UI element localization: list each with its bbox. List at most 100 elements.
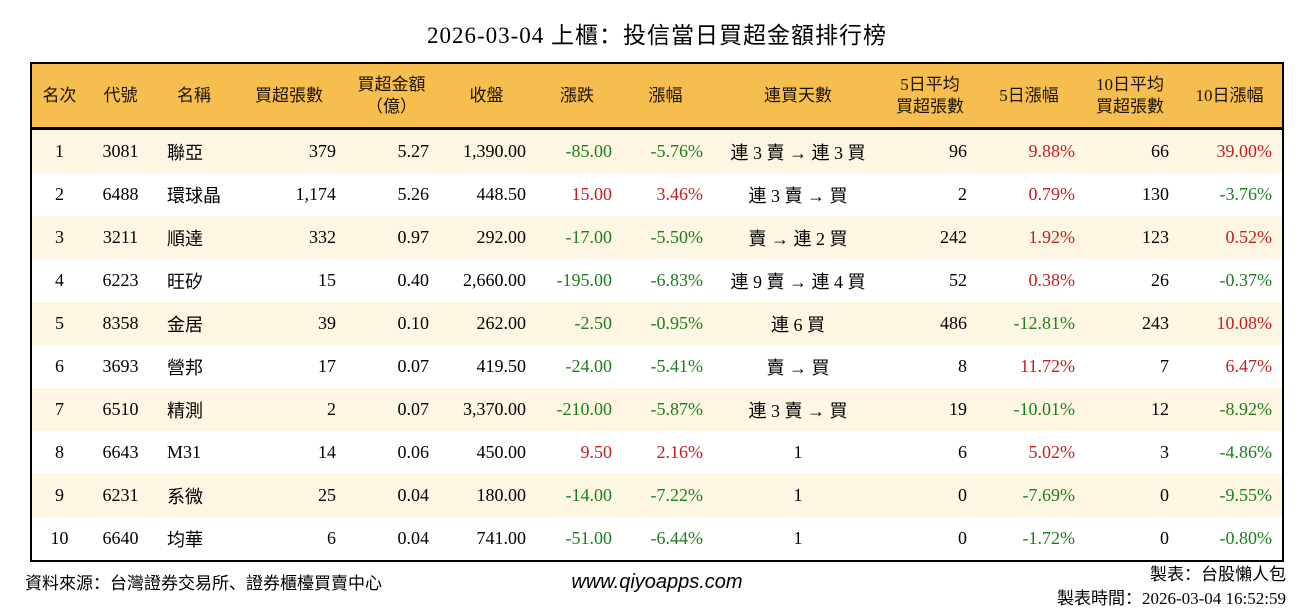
cell-avg5-volume: 6 (958, 442, 967, 462)
table-row: 4 6223 旺矽 15 0.40 2,660.00 -195.00 -6.83% 連 9 賣 … (31, 259, 1283, 302)
cell-name: 金居 (154, 302, 234, 345)
col-header-avg10-volume: 10日平均 買超張數 (1083, 63, 1177, 130)
cell-buy-streak: 賣 → 連 2 買 (711, 216, 885, 259)
cell-pct10: 39.00% (1177, 128, 1283, 173)
cell-name: 聯亞 (154, 128, 234, 173)
cell-pct10: -9.55% (1177, 474, 1283, 517)
table-row: 2 6488 環球晶 1,174 5.26 448.50 15.00 3.46% 連 3 賣 →… (31, 173, 1283, 216)
cell-pct5: 1.92% (975, 216, 1083, 259)
header-row: 名次 代號 名稱 買超張數 買超金額 （億） 收盤 漲跌 漲幅 連買天數 5日平… (31, 63, 1283, 130)
cell-change: -17.00 (534, 216, 620, 259)
cell-name: 旺矽 (167, 271, 203, 292)
cell-close: 450.00 (476, 442, 527, 462)
cell-net-buy-volume: 1,174 (295, 184, 337, 204)
cell-close: 292.00 (439, 216, 534, 259)
col-header-change: 漲跌 (534, 63, 620, 130)
cell-net-buy-volume: 25 (234, 474, 344, 517)
cell-pct5: 5.02% (1028, 442, 1076, 462)
col-header-name: 名稱 (154, 63, 234, 130)
cell-close: 180.00 (439, 474, 534, 517)
cell-avg10-volume: 66 (1083, 128, 1177, 173)
cell-change: -14.00 (534, 474, 620, 517)
cell-net-buy-amount: 0.40 (397, 270, 430, 290)
cell-net-buy-volume: 17 (318, 356, 336, 376)
cell-avg5-volume: 96 (885, 128, 975, 173)
cell-change: 15.00 (571, 184, 613, 204)
cell-change-pct: -0.95% (620, 302, 711, 345)
cell-net-buy-volume: 379 (234, 128, 344, 173)
col-header-close: 收盤 (439, 63, 534, 130)
cell-net-buy-volume: 39 (234, 302, 344, 345)
cell-avg5-volume: 8 (958, 356, 967, 376)
cell-name: 環球晶 (167, 185, 221, 206)
credit-block: 製表：台股懶人包 製表時間：2026-03-04 16:52:59 (1057, 563, 1286, 611)
cell-name: 營邦 (167, 357, 203, 378)
cell-rank: 7 (31, 388, 87, 431)
cell-buy-streak: 連 3 賣 → 連 3 買 (711, 128, 885, 173)
cell-net-buy-volume: 14 (318, 442, 336, 462)
cell-avg5-volume: 2 (958, 184, 967, 204)
cell-avg5-volume: 0 (885, 474, 975, 517)
cell-pct5: -1.72% (1022, 528, 1076, 548)
cell-code: 6231 (87, 474, 154, 517)
cell-rank: 4 (55, 270, 64, 290)
cell-change-pct: -5.76% (620, 128, 711, 173)
col-header-pct10: 10日漲幅 (1177, 63, 1283, 130)
cell-change-pct: -5.50% (620, 216, 711, 259)
cell-net-buy-volume: 6 (327, 528, 336, 548)
cell-code: 6640 (102, 528, 139, 548)
cell-code: 6643 (102, 442, 139, 462)
cell-net-buy-amount: 0.10 (344, 302, 439, 345)
cell-rank: 1 (31, 128, 87, 173)
cell-net-buy-volume: 332 (234, 216, 344, 259)
cell-change-pct: 2.16% (656, 442, 704, 462)
cell-change-pct: -5.41% (650, 356, 704, 376)
cell-avg5-volume: 19 (885, 388, 975, 431)
cell-close: 419.50 (476, 356, 527, 376)
cell-change-pct: -7.22% (620, 474, 711, 517)
cell-name: M31 (167, 442, 202, 462)
cell-change-pct: -6.44% (650, 528, 704, 548)
cell-avg10-volume: 7 (1160, 356, 1169, 376)
col-header-rank: 名次 (31, 63, 87, 130)
cell-buy-streak: 1 (711, 474, 885, 517)
cell-buy-streak: 連 9 賣 → 連 4 買 (730, 271, 866, 292)
cell-pct10: 0.52% (1177, 216, 1283, 259)
cell-change: -195.00 (556, 270, 613, 290)
cell-change: 9.50 (580, 442, 613, 462)
cell-avg5-volume: 486 (885, 302, 975, 345)
cell-net-buy-amount: 0.04 (397, 528, 430, 548)
table-row: 5 8358 金居 39 0.10 262.00 -2.50 -0.95% 連 6 買 486 -1… (31, 302, 1283, 345)
col-header-buy-streak: 連買天數 (711, 63, 885, 130)
cell-change: -85.00 (534, 128, 620, 173)
cell-pct5: 0.38% (1028, 270, 1076, 290)
cell-buy-streak: 連 3 賣 → 買 (711, 388, 885, 431)
col-header-pct5: 5日漲幅 (975, 63, 1083, 130)
made-at-note: 製表時間：2026-03-04 16:52:59 (1056, 589, 1286, 608)
cell-avg10-volume: 12 (1083, 388, 1177, 431)
cell-pct10: -4.86% (1219, 442, 1273, 462)
cell-net-buy-amount: 5.26 (397, 184, 430, 204)
cell-net-buy-amount: 0.04 (344, 474, 439, 517)
cell-code: 3081 (87, 128, 154, 173)
cell-change-pct: 3.46% (656, 184, 704, 204)
cell-net-buy-volume: 2 (234, 388, 344, 431)
cell-pct5: 11.72% (1020, 356, 1075, 376)
cell-pct5: -7.69% (975, 474, 1083, 517)
cell-change: -210.00 (534, 388, 620, 431)
cell-avg10-volume: 123 (1083, 216, 1177, 259)
cell-net-buy-amount: 0.97 (344, 216, 439, 259)
page-title: 2026-03-04 上櫃：投信當日買超金額排行榜 (426, 23, 888, 48)
cell-pct10: -0.80% (1219, 528, 1273, 548)
cell-rank: 5 (31, 302, 87, 345)
cell-name: 精測 (154, 388, 234, 431)
cell-rank: 10 (50, 528, 69, 548)
cell-name: 系微 (154, 474, 234, 517)
table-row: 8 6643 M31 14 0.06 450.00 9.50 2.16% 1 6 5.02% 3 -4.… (31, 431, 1283, 474)
cell-avg10-volume: 0 (1083, 474, 1177, 517)
cell-change-pct: -6.83% (650, 270, 704, 290)
footer: 資料來源：台灣證券交易所、證券櫃檯買賣中心 www.qiyoapps.com 製… (0, 558, 1314, 612)
cell-pct10: -8.92% (1177, 388, 1283, 431)
cell-net-buy-amount: 5.27 (344, 128, 439, 173)
ranking-table: 名次 代號 名稱 買超張數 買超金額 （億） 收盤 漲跌 漲幅 連買天數 5日平… (30, 62, 1284, 562)
